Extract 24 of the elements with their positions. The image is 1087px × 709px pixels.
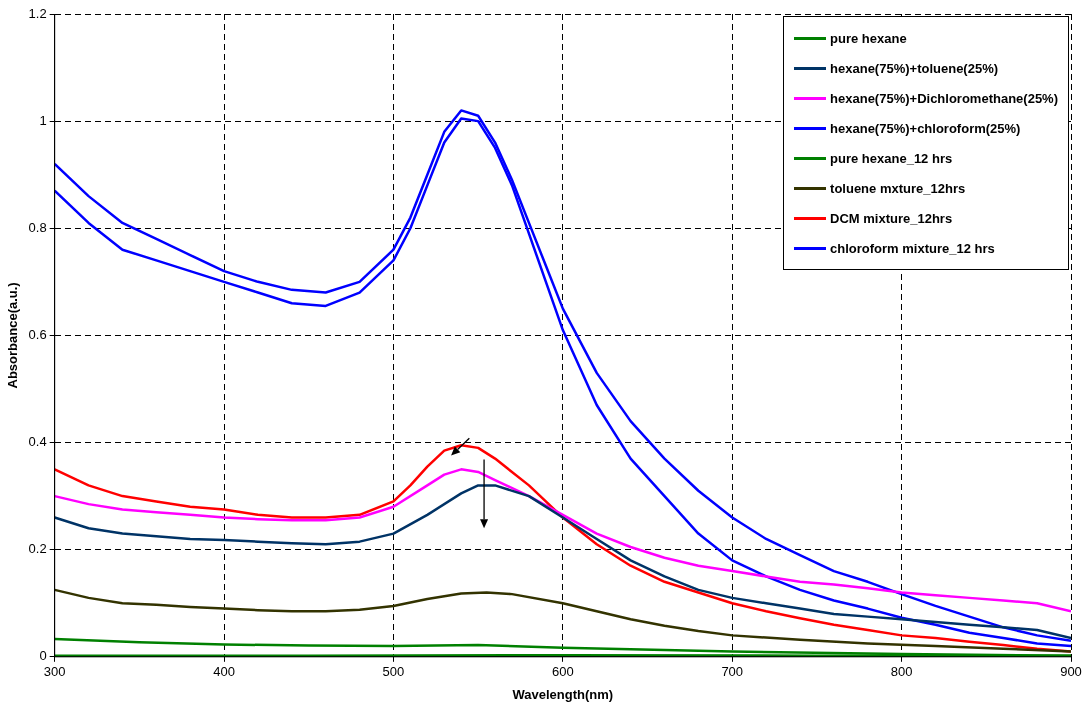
x-tick-label: 700	[721, 664, 744, 680]
x-tick-label: 600	[551, 664, 574, 680]
x-axis-title: Wavelength(nm)	[512, 686, 614, 702]
legend-label: DCM mixture_12hrs	[830, 210, 953, 226]
y-tick-label: 0.4	[28, 434, 47, 450]
y-tick-label: 0	[39, 648, 47, 664]
legend-label: toluene mxture_12hrs	[830, 180, 966, 196]
legend-label: pure hexane	[830, 30, 907, 46]
x-tick-label: 800	[890, 664, 913, 680]
y-tick-label: 1	[39, 112, 47, 128]
legend-label: pure hexane_12 hrs	[830, 150, 953, 166]
x-tick-label: 900	[1060, 664, 1082, 680]
y-tick-label: 0.2	[28, 541, 47, 557]
y-tick-label: 1.2	[28, 5, 47, 21]
x-tick-label: 300	[43, 664, 66, 680]
x-tick-label: 500	[382, 664, 405, 680]
legend-label: hexane(75%)+chloroform(25%)	[830, 120, 1021, 136]
y-axis-title: Absorbance(a.u.)	[5, 282, 21, 389]
legend-label: hexane(75%)+Dichloromethane(25%)	[830, 90, 1058, 106]
y-tick-label: 0.8	[28, 219, 47, 235]
legend-label: hexane(75%)+toluene(25%)	[830, 60, 999, 76]
x-tick-label: 400	[213, 664, 235, 680]
legend-label: chloroform mixture_12 hrs	[830, 240, 995, 256]
y-tick-label: 0.6	[28, 326, 47, 342]
